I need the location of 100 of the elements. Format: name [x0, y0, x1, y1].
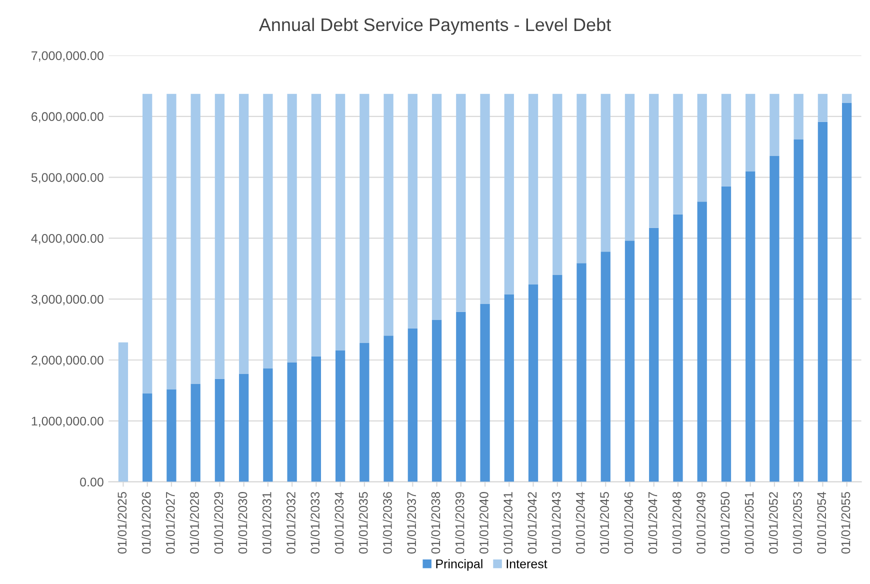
x-tick-label: 01/01/2054: [816, 492, 826, 554]
y-tick-label: 5,000,000.00: [31, 173, 104, 184]
x-tick-label: 01/01/2046: [624, 492, 634, 554]
bar: [528, 94, 538, 284]
bar: [287, 362, 297, 482]
bar: [263, 94, 273, 369]
bar: [576, 263, 586, 482]
bar: [794, 94, 804, 140]
y-tick-label: 4,000,000.00: [31, 234, 104, 244]
bar: [408, 94, 418, 328]
x-tick-label: 01/01/2047: [648, 492, 658, 554]
x-tick-label: 01/01/2035: [358, 492, 368, 554]
bar: [214, 94, 225, 379]
y-tick-label: 0.00: [80, 478, 104, 486]
x-tick-label: 01/01/2027: [166, 492, 175, 554]
bar: [649, 94, 659, 228]
bar: [239, 374, 249, 482]
y-tick-label: 2,000,000.00: [32, 356, 104, 366]
legend-label: Principal: [436, 559, 482, 571]
bar: [818, 122, 828, 482]
x-tick-label: 01/01/2030: [238, 492, 248, 554]
bar: [818, 94, 828, 122]
bar: [721, 94, 732, 186]
x-tick-label: 01/01/2049: [696, 492, 706, 554]
bar: [842, 94, 852, 103]
bar: [335, 350, 346, 482]
bar: [360, 94, 370, 343]
bar: [432, 320, 442, 482]
x-tick-label: 01/01/2026: [142, 492, 151, 554]
bar: [214, 378, 225, 482]
bar: [528, 284, 538, 482]
x-tick-label: 01/01/2034: [334, 492, 344, 554]
bar: [263, 368, 273, 482]
legend-label: Interest: [506, 560, 548, 568]
x-tick-label: 01/01/2055: [841, 492, 850, 554]
bar: [842, 102, 852, 482]
bar: [600, 94, 610, 252]
bar: [504, 294, 514, 482]
bar: [673, 94, 683, 214]
bar: [480, 94, 490, 304]
x-tick-label: 01/01/2044: [576, 492, 585, 554]
bar: [190, 384, 200, 482]
x-tick-label: 01/01/2029: [214, 492, 224, 554]
bar: [770, 94, 780, 156]
bar: [166, 94, 176, 390]
bar: [673, 214, 683, 482]
bar: [360, 342, 370, 482]
x-tick-label: 01/01/2043: [552, 492, 561, 554]
bar: [624, 94, 635, 241]
x-tick-label: 01/01/2033: [310, 492, 320, 554]
x-tick-label: 01/01/2038: [430, 492, 440, 554]
x-tick-label: 01/01/2050: [720, 492, 730, 554]
bar: [504, 94, 514, 294]
bar: [239, 94, 249, 374]
bar: [746, 94, 756, 172]
y-tick-label: 1,000,000.00: [32, 416, 104, 428]
bar: [311, 94, 322, 356]
bar: [142, 393, 152, 482]
bar: [697, 202, 707, 482]
x-tick-label: 01/01/2032: [286, 492, 296, 554]
bar: [576, 94, 586, 264]
bar: [697, 94, 707, 202]
bar: [649, 228, 659, 482]
chart-title: Annual Debt Service Payments - Level Debt: [258, 18, 612, 35]
bar: [552, 94, 562, 275]
bar: [456, 312, 466, 482]
bar: [384, 94, 394, 336]
y-tick-label: 6,000,000.00: [32, 112, 104, 123]
x-tick-label: 01/01/2053: [792, 492, 802, 554]
x-tick-label: 01/01/2028: [190, 492, 199, 554]
bar: [721, 186, 732, 482]
y-tick-label: 3,000,000.00: [31, 294, 104, 306]
bar: [432, 94, 442, 320]
bar: [600, 252, 610, 482]
x-tick-label: 01/01/2042: [527, 492, 537, 554]
y-tick-label: 7,000,000.00: [32, 51, 104, 62]
x-tick-label: 01/01/2036: [382, 492, 392, 554]
x-tick-label: 01/01/2041: [503, 492, 512, 554]
bar: [794, 140, 804, 482]
x-tick-label: 01/01/2037: [406, 492, 416, 554]
x-tick-label: 01/01/2031: [262, 492, 272, 554]
bar: [624, 240, 635, 482]
bar: [770, 156, 780, 482]
x-tick-label: 01/01/2025: [117, 492, 127, 554]
bar: [142, 94, 152, 394]
x-tick-label: 01/01/2039: [455, 492, 464, 554]
bar: [456, 94, 466, 312]
bar: [118, 342, 128, 482]
bar: [166, 389, 176, 482]
bar: [384, 336, 394, 482]
bar: [552, 274, 562, 482]
x-tick-label: 01/01/2045: [600, 492, 609, 554]
x-tick-label: 01/01/2040: [479, 492, 488, 554]
bar: [480, 304, 490, 482]
bar: [335, 94, 346, 350]
bar: [190, 94, 200, 384]
x-tick-label: 01/01/2052: [768, 492, 778, 554]
bar: [311, 356, 322, 482]
bar: [408, 328, 418, 482]
bar: [746, 171, 756, 482]
